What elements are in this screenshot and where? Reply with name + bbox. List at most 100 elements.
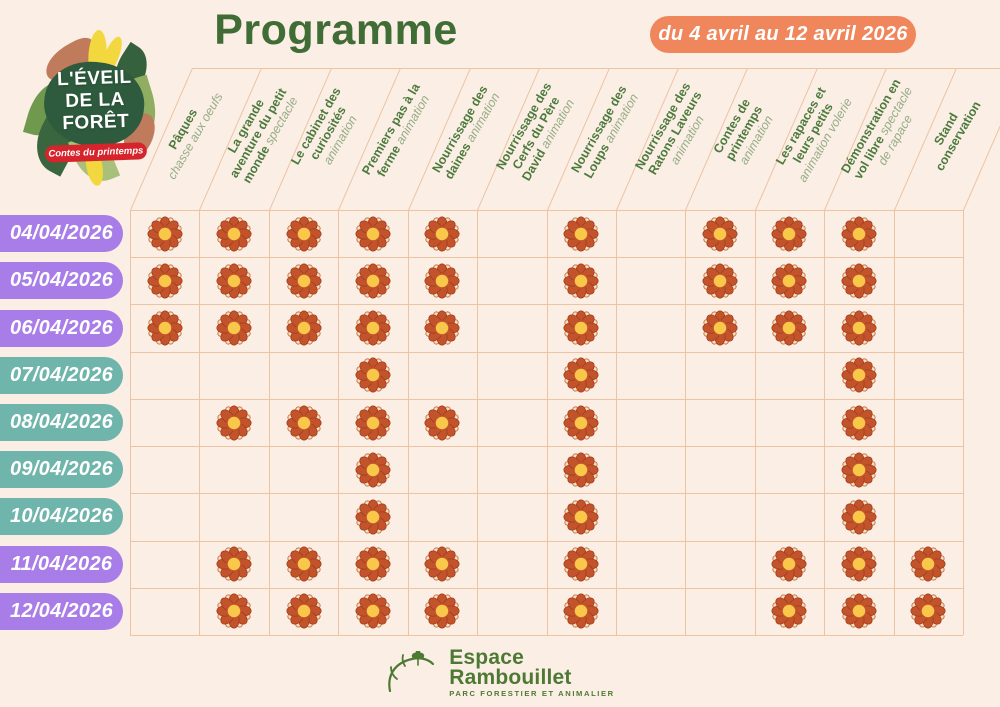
- flower-mark-icon: [355, 310, 391, 346]
- footer-brand: Espace Rambouillet PARC FORESTIER ET ANI…: [0, 646, 1000, 699]
- flower-mark-icon: [286, 404, 322, 441]
- page-title: Programme: [214, 6, 458, 54]
- flower-mark-icon: [216, 593, 252, 629]
- flower-mark-icon: [841, 216, 877, 252]
- flower-mark-icon: [771, 216, 807, 252]
- flower-mark-icon: [286, 593, 322, 629]
- grid-vline: [199, 210, 201, 635]
- brand-line2: Rambouillet: [449, 666, 572, 689]
- flower-mark-icon: [563, 404, 599, 441]
- flower-mark-icon: [355, 263, 391, 299]
- flower-mark-icon: [355, 216, 391, 252]
- flower-mark-icon: [841, 452, 877, 488]
- date-pill-04-04-2026: 04/04/2026: [0, 215, 123, 253]
- flower-mark-icon: [841, 263, 877, 299]
- flower-mark-icon: [216, 310, 252, 346]
- flower-mark-icon: [424, 404, 460, 441]
- flower-mark-icon: [841, 499, 877, 535]
- date-pill-10-04-2026: 10/04/2026: [0, 498, 123, 536]
- flower-mark-icon: [841, 404, 877, 441]
- flower-mark-icon: [563, 499, 599, 535]
- date-pill-11-04-2026: 11/04/2026: [0, 545, 123, 583]
- flower-mark-icon: [355, 452, 391, 488]
- flower-mark-icon: [216, 216, 252, 252]
- logo-subtitle-badge: Contes du printemps: [44, 142, 148, 163]
- event-logo: L'ÉVEIL DE LA FORÊT Contes du printemps: [22, 16, 165, 189]
- flower-mark-icon: [424, 546, 460, 582]
- grid-vline: [407, 210, 409, 635]
- grid-vline: [268, 210, 270, 635]
- flower-mark-icon: [424, 593, 460, 629]
- brand-tagline: PARC FORESTIER ET ANIMALIER: [449, 689, 615, 698]
- flower-mark-icon: [286, 216, 322, 252]
- flower-mark-icon: [841, 310, 877, 346]
- flower-mark-icon: [355, 499, 391, 535]
- flower-mark-icon: [424, 263, 460, 299]
- flower-mark-icon: [563, 593, 599, 629]
- flower-mark-icon: [841, 357, 877, 393]
- flower-mark-icon: [771, 546, 807, 582]
- grid-hline: [130, 540, 963, 542]
- grid-hline: [130, 304, 963, 306]
- flower-mark-icon: [563, 310, 599, 346]
- flower-mark-icon: [286, 310, 322, 346]
- grid-header-top-rule: [192, 68, 1000, 69]
- flower-mark-icon: [771, 310, 807, 346]
- flower-mark-icon: [563, 263, 599, 299]
- flower-mark-icon: [147, 216, 183, 252]
- antler-tree-icon: [388, 650, 435, 692]
- grid-hline: [130, 587, 963, 589]
- grid-vline: [824, 210, 826, 635]
- flower-mark-icon: [355, 404, 391, 441]
- flower-mark-icon: [424, 310, 460, 346]
- flower-mark-icon: [424, 216, 460, 252]
- flower-mark-icon: [563, 452, 599, 488]
- flower-mark-icon: [355, 546, 391, 582]
- flower-mark-icon: [563, 546, 599, 582]
- date-pill-07-04-2026: 07/04/2026: [0, 356, 123, 394]
- grid-vline: [754, 210, 756, 635]
- date-pill-08-04-2026: 08/04/2026: [0, 404, 123, 441]
- date-pill-12-04-2026: 12/04/2026: [0, 592, 123, 630]
- grid-vline: [338, 210, 340, 635]
- grid-hline: [130, 351, 963, 353]
- flower-mark-icon: [216, 404, 252, 441]
- grid-vline: [963, 210, 964, 635]
- grid-hline: [130, 257, 963, 259]
- grid-vline: [546, 210, 548, 635]
- flower-mark-icon: [841, 593, 877, 629]
- flower-mark-icon: [702, 263, 738, 299]
- date-pill-05-04-2026: 05/04/2026: [0, 262, 123, 300]
- flower-mark-icon: [563, 357, 599, 393]
- grid-hline: [130, 398, 963, 400]
- grid-hline: [130, 635, 963, 636]
- flower-mark-icon: [702, 310, 738, 346]
- grid-hline: [130, 446, 963, 448]
- grid-vline: [685, 210, 687, 635]
- date-range-badge: du 4 avril au 12 avril 2026: [650, 16, 916, 53]
- grid-vline: [615, 210, 617, 635]
- date-pill-06-04-2026: 06/04/2026: [0, 309, 123, 347]
- flower-mark-icon: [286, 263, 322, 299]
- flower-mark-icon: [910, 546, 946, 582]
- flower-mark-icon: [910, 593, 946, 629]
- flower-mark-icon: [355, 357, 391, 393]
- brand-line1: Espace: [449, 646, 524, 669]
- flower-mark-icon: [771, 593, 807, 629]
- flower-mark-icon: [286, 546, 322, 582]
- flower-mark-icon: [147, 263, 183, 299]
- grid-hline: [130, 210, 963, 211]
- flower-mark-icon: [355, 593, 391, 629]
- flower-mark-icon: [216, 263, 252, 299]
- flower-mark-icon: [563, 216, 599, 252]
- flower-mark-icon: [147, 310, 183, 346]
- flower-mark-icon: [771, 263, 807, 299]
- date-pill-09-04-2026: 09/04/2026: [0, 451, 123, 489]
- flower-mark-icon: [216, 546, 252, 582]
- flower-mark-icon: [702, 216, 738, 252]
- grid-hline: [130, 493, 963, 495]
- grid-vline: [893, 210, 895, 635]
- grid-vline: [130, 210, 131, 635]
- grid-vline: [477, 210, 479, 635]
